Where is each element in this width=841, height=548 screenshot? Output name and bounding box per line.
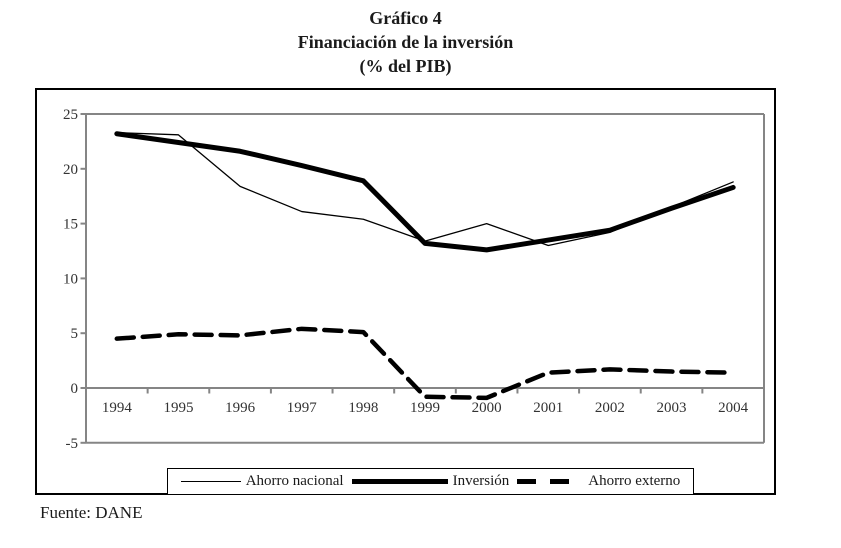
y-tick-label: -5 — [66, 436, 79, 452]
thin-line-icon — [180, 481, 241, 482]
legend-label-inversion: Inversión — [452, 473, 510, 489]
y-tick-label: 5 — [71, 326, 79, 342]
line-chart-svg: -5 0 5 10 15 20 25 1994 1995 1996 1997 1998 1999 2000… — [63, 107, 765, 452]
x-tick-label: 2000 — [472, 400, 502, 416]
source-note: Fuente: DANE — [40, 503, 143, 522]
x-tick-label: 2004 — [718, 400, 749, 416]
chart-title-line2: Financiación de la inversión — [297, 32, 514, 52]
dashed-line-icon — [517, 479, 584, 484]
x-tick-label: 1997 — [287, 400, 318, 416]
series-line-ahorro-externo — [114, 326, 736, 401]
y-tick-label: 0 — [71, 381, 79, 397]
legend-label-ahorro-externo: Ahorro externo — [588, 473, 681, 489]
x-tick-label: 2002 — [595, 400, 625, 416]
chart-frame: -5 0 5 10 15 20 25 1994 1995 1996 1997 1998 1999 2000… — [35, 88, 776, 495]
y-tick-label: 10 — [63, 271, 78, 287]
x-tick-label: 1998 — [348, 400, 378, 416]
x-tick-label: 1999 — [410, 400, 440, 416]
series-line-inversion — [114, 131, 736, 253]
x-tick-label: 1996 — [225, 400, 256, 416]
chart-title-line3: (% del PIB) — [359, 56, 452, 76]
chart-title-line1: Gráfico 4 — [369, 8, 442, 28]
x-tick-label: 2003 — [657, 400, 687, 416]
legend-item-ahorro-externo: Ahorro externo — [517, 473, 680, 490]
x-tick-label: 2001 — [533, 400, 563, 416]
thick-line-icon — [351, 479, 448, 484]
series-line-ahorro-nacional — [116, 131, 734, 247]
y-tick-label: 25 — [63, 107, 78, 123]
x-tick-label: 1994 — [102, 400, 132, 416]
legend-label-ahorro-nacional: Ahorro nacional — [245, 473, 344, 489]
y-tick-label: 15 — [63, 217, 78, 233]
legend-item-inversion: Inversión — [351, 473, 510, 490]
legend-item-ahorro-nacional: Ahorro nacional — [180, 473, 344, 490]
x-tick-label: 1995 — [163, 400, 193, 416]
chart-title: Gráfico 4 Financiación de la inversión (… — [35, 6, 776, 78]
y-tick-label: 20 — [63, 162, 78, 178]
chart-legend: Ahorro nacional Inversión Ahorro externo — [167, 468, 694, 495]
